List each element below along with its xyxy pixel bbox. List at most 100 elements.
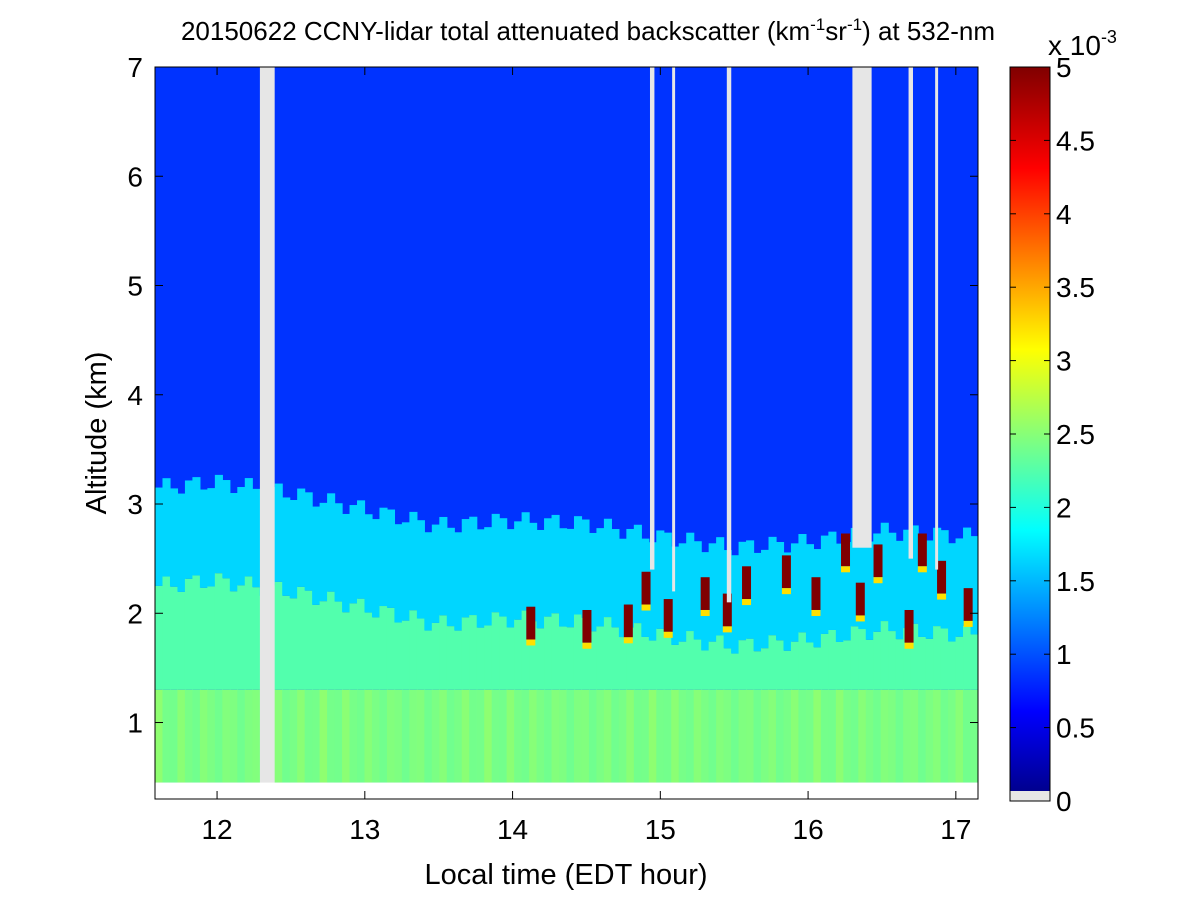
boundary-layer-upper-cell — [499, 518, 508, 617]
cloud-base-cell — [526, 639, 536, 646]
boundary-layer-upper-cell — [454, 532, 463, 631]
cloud-cell — [873, 544, 883, 578]
near-surface-cell — [880, 689, 889, 783]
cloud-base-cell — [855, 615, 865, 622]
boundary-layer-lower-cell — [678, 641, 687, 690]
boundary-layer-upper-cell — [304, 492, 313, 591]
near-surface-cell — [514, 689, 523, 783]
boundary-layer-lower-cell — [559, 626, 568, 690]
boundary-layer-lower-cell — [199, 587, 208, 690]
cloud-base-cell — [904, 642, 914, 649]
boundary-layer-upper-cell — [603, 518, 612, 618]
near-surface-cell — [499, 689, 508, 783]
boundary-layer-lower-cell — [371, 617, 381, 690]
boundary-layer-upper-cell — [573, 516, 583, 615]
near-surface-cell — [843, 689, 852, 783]
near-surface-cell — [207, 689, 216, 783]
near-surface-cell — [469, 689, 478, 783]
boundary-layer-lower-cell — [566, 627, 575, 690]
boundary-layer-lower-cell — [738, 640, 747, 690]
cloud-cell — [623, 604, 633, 638]
x-axis: 12 13 14 15 16 17 — [201, 67, 971, 845]
near-surface-cell — [237, 689, 246, 783]
near-surface-cell — [918, 689, 927, 783]
cloud-base-cell — [700, 609, 710, 616]
near-surface-cell — [304, 689, 313, 783]
boundary-layer-upper-cell — [192, 477, 201, 576]
near-surface-cell — [805, 689, 814, 783]
cloud-cell — [641, 571, 651, 605]
boundary-layer-lower-cell — [529, 621, 538, 690]
boundary-layer-upper-cell — [327, 493, 336, 592]
boundary-layer-lower-cell — [312, 604, 321, 690]
boundary-layer-upper-cell — [820, 535, 829, 634]
x-axis-label: Local time (EDT hour) — [424, 859, 707, 891]
near-surface-cell — [297, 689, 306, 783]
y-tick-label: 5 — [127, 271, 143, 302]
boundary-layer-lower-cell — [910, 623, 919, 690]
boundary-layer-upper-cell — [386, 509, 396, 608]
boundary-layer-upper-cell — [880, 522, 889, 622]
boundary-layer-lower-cell — [357, 598, 366, 690]
boundary-layer-lower-cell — [192, 575, 201, 690]
boundary-layer-upper-cell — [199, 489, 208, 588]
cloud-base-cell — [663, 631, 673, 638]
near-surface-cell — [686, 689, 695, 783]
near-surface-cell — [903, 689, 912, 783]
boundary-layer-lower-cell — [289, 598, 298, 690]
near-surface-cell — [364, 689, 373, 783]
near-surface-cell — [663, 689, 672, 783]
boundary-layer-lower-cell — [431, 622, 440, 690]
near-surface-cell — [850, 689, 859, 783]
y-tick-label: 2 — [127, 598, 143, 629]
boundary-layer-lower-cell — [401, 620, 410, 690]
cloud-cell — [963, 588, 973, 621]
near-surface-cell — [641, 689, 650, 783]
boundary-layer-upper-cell — [708, 543, 717, 642]
boundary-layer-upper-cell — [155, 487, 164, 586]
boundary-layer-lower-cell — [499, 616, 508, 690]
boundary-layer-lower-cell — [334, 601, 343, 690]
boundary-layer-lower-cell — [551, 613, 560, 690]
boundary-layer-lower-cell — [850, 626, 859, 690]
boundary-layer-lower-cell — [177, 591, 186, 690]
boundary-layer-upper-cell — [334, 503, 343, 602]
boundary-layer-lower-cell — [663, 630, 672, 690]
boundary-layer-upper-cell — [282, 497, 291, 596]
boundary-layer-lower-cell — [671, 644, 680, 690]
boundary-layer-lower-cell — [775, 640, 785, 690]
near-surface-cell — [282, 689, 291, 783]
boundary-layer-lower-cell — [304, 590, 313, 690]
boundary-layer-upper-cell — [798, 534, 807, 633]
boundary-layer-upper-cell — [349, 505, 358, 604]
cloud-cell — [917, 533, 927, 567]
cloud-cell — [841, 533, 851, 567]
x-tick-label: 17 — [940, 814, 971, 845]
boundary-layer-lower-cell — [880, 621, 889, 690]
near-surface-cell — [327, 689, 336, 783]
near-surface-cell — [184, 689, 194, 783]
y-axis-label: Altitude (km) — [81, 352, 113, 515]
near-surface-cell — [573, 689, 583, 783]
boundary-layer-lower-cell — [723, 648, 732, 690]
boundary-layer-lower-cell — [536, 628, 545, 690]
x-tick-label: 14 — [497, 814, 528, 845]
boundary-layer-lower-cell — [843, 640, 852, 690]
boundary-layer-lower-cell — [484, 625, 493, 690]
boundary-layer-upper-cell — [424, 532, 433, 631]
near-surface-cell — [940, 689, 949, 783]
boundary-layer-upper-cell — [162, 478, 171, 577]
cloud-cell — [781, 555, 791, 589]
boundary-layer-lower-cell — [222, 578, 231, 690]
near-surface-cell — [888, 689, 897, 783]
boundary-layer-lower-cell — [229, 591, 238, 690]
boundary-layer-upper-cell — [858, 530, 867, 630]
boundary-layer-lower-cell — [963, 625, 972, 690]
boundary-layer-upper-cell — [416, 520, 425, 619]
near-surface-cell — [439, 689, 448, 783]
near-surface-cell — [633, 689, 642, 783]
boundary-layer-upper-cell — [244, 478, 253, 577]
near-surface-cell — [753, 689, 762, 783]
near-surface-cell — [446, 689, 455, 783]
